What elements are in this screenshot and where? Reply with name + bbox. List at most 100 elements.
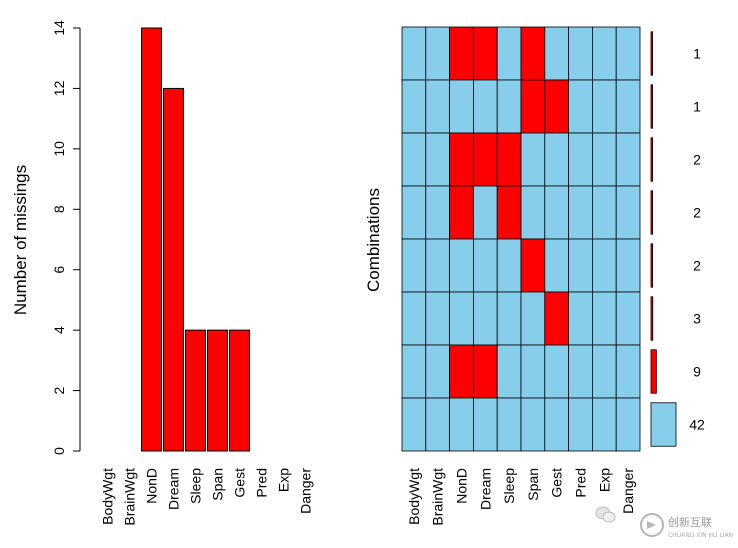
grid-cell [449,79,474,134]
grid-cell [520,26,546,81]
right-x-tick-label: Danger [620,468,636,514]
grid-cell [544,291,569,346]
left-x-tick-label: BodyWgt [100,468,116,525]
left-x-tick-label: Pred [254,468,270,498]
left-y-tick-label: 8 [51,205,67,213]
grid-cell [496,344,522,399]
grid-cell [568,79,593,134]
right-x-tick-labels: BodyWgt BrainWgt NonD Dream Sleep Span Gest Pre… [406,468,636,526]
grid-cell [472,185,498,240]
combination-count-bars [650,31,677,447]
grid-cell [592,344,617,399]
grid-cell [449,291,474,346]
grid-cell [615,185,641,240]
grid-cell [615,132,641,187]
grid-cell [544,79,569,134]
grid-cell [615,79,641,134]
grid-cell [401,132,427,187]
watermark: 创新互联 CHUANG XIN HU LIAN [595,506,733,539]
left-x-tick-label: Exp [276,468,292,492]
watermark-sub: CHUANG XIN HU LIAN [668,532,733,539]
grid-cell [568,344,593,399]
left-x-tick-label: NonD [144,468,160,504]
left-y-tick-label: 6 [51,266,67,274]
grid-cell [568,132,593,187]
grid-cell [520,397,546,452]
right-y-axis-title: Combinations [364,188,383,292]
count-bar [650,84,654,129]
right-x-tick-label: Exp [596,468,612,492]
grid-cell [592,291,617,346]
left-y-tick-label: 14 [51,20,67,36]
grid-cell [425,238,450,293]
grid-cell [472,291,498,346]
grid-cell [425,26,450,81]
grid-cell [425,185,450,240]
grid-cell [592,238,617,293]
right-x-tick-label: Pred [573,468,589,498]
grid-cell [425,344,450,399]
count-label: 9 [693,364,701,380]
left-y-tick-label: 0 [51,447,67,455]
combination-count-labels: 1 1 2 2 2 3 9 42 [689,46,705,433]
grid-cell [472,344,498,399]
left-y-tick-label: 10 [51,141,67,157]
grid-cell [615,397,641,452]
left-y-tick-label: 12 [51,80,67,96]
grid-cell [472,26,498,81]
grid-cell [401,344,427,399]
grid-cell [401,185,427,240]
right-x-tick-label: Gest [549,468,565,498]
count-bar [650,137,654,182]
grid-cell [520,79,546,134]
count-label: 2 [693,205,701,221]
left-x-tick-label: Span [210,468,226,501]
count-bar [650,190,654,235]
grid-cell [568,26,593,81]
watermark-brand: 创新互联 [668,515,712,529]
grid-cell [615,26,641,81]
bar [207,329,228,452]
count-label: 42 [689,417,705,433]
grid-cell [544,26,569,81]
grid-cell [568,238,593,293]
left-y-tick-label: 4 [51,326,67,334]
grid-cell [449,238,474,293]
grid-cell [520,238,546,293]
grid-cell [520,185,546,240]
left-y-tick-label: 2 [51,386,67,394]
count-label: 3 [693,311,701,327]
count-bar [650,296,654,341]
count-bar [650,402,677,447]
grid-cell [615,238,641,293]
grid-cell [425,291,450,346]
grid-cell [496,79,522,134]
count-label: 1 [693,99,701,115]
count-label: 2 [693,152,701,168]
left-x-tick-label: Sleep [188,468,204,504]
grid-cell [568,397,593,452]
count-bar [650,243,654,288]
grid-cell [496,291,522,346]
grid-cell [496,132,522,187]
grid-cell [449,132,474,187]
grid-cell [472,238,498,293]
left-y-ticks: 0 2 4 6 8 10 12 14 [51,20,80,455]
left-x-tick-label: Danger [298,468,314,514]
grid-cell [615,291,641,346]
grid-cell [520,344,546,399]
grid-cell [592,79,617,134]
left-y-axis-title: Number of missings [11,165,30,315]
bar [141,27,162,452]
left-x-tick-label: BrainWgt [122,468,138,526]
grid-cell [592,132,617,187]
grid-cell [401,291,427,346]
grid-cell [544,344,569,399]
grid-cell [544,132,569,187]
grid-cell [544,238,569,293]
grid-cell [401,79,427,134]
grid-cell [472,397,498,452]
bar [163,87,184,452]
count-bar [650,349,657,394]
grid-cell [449,397,474,452]
